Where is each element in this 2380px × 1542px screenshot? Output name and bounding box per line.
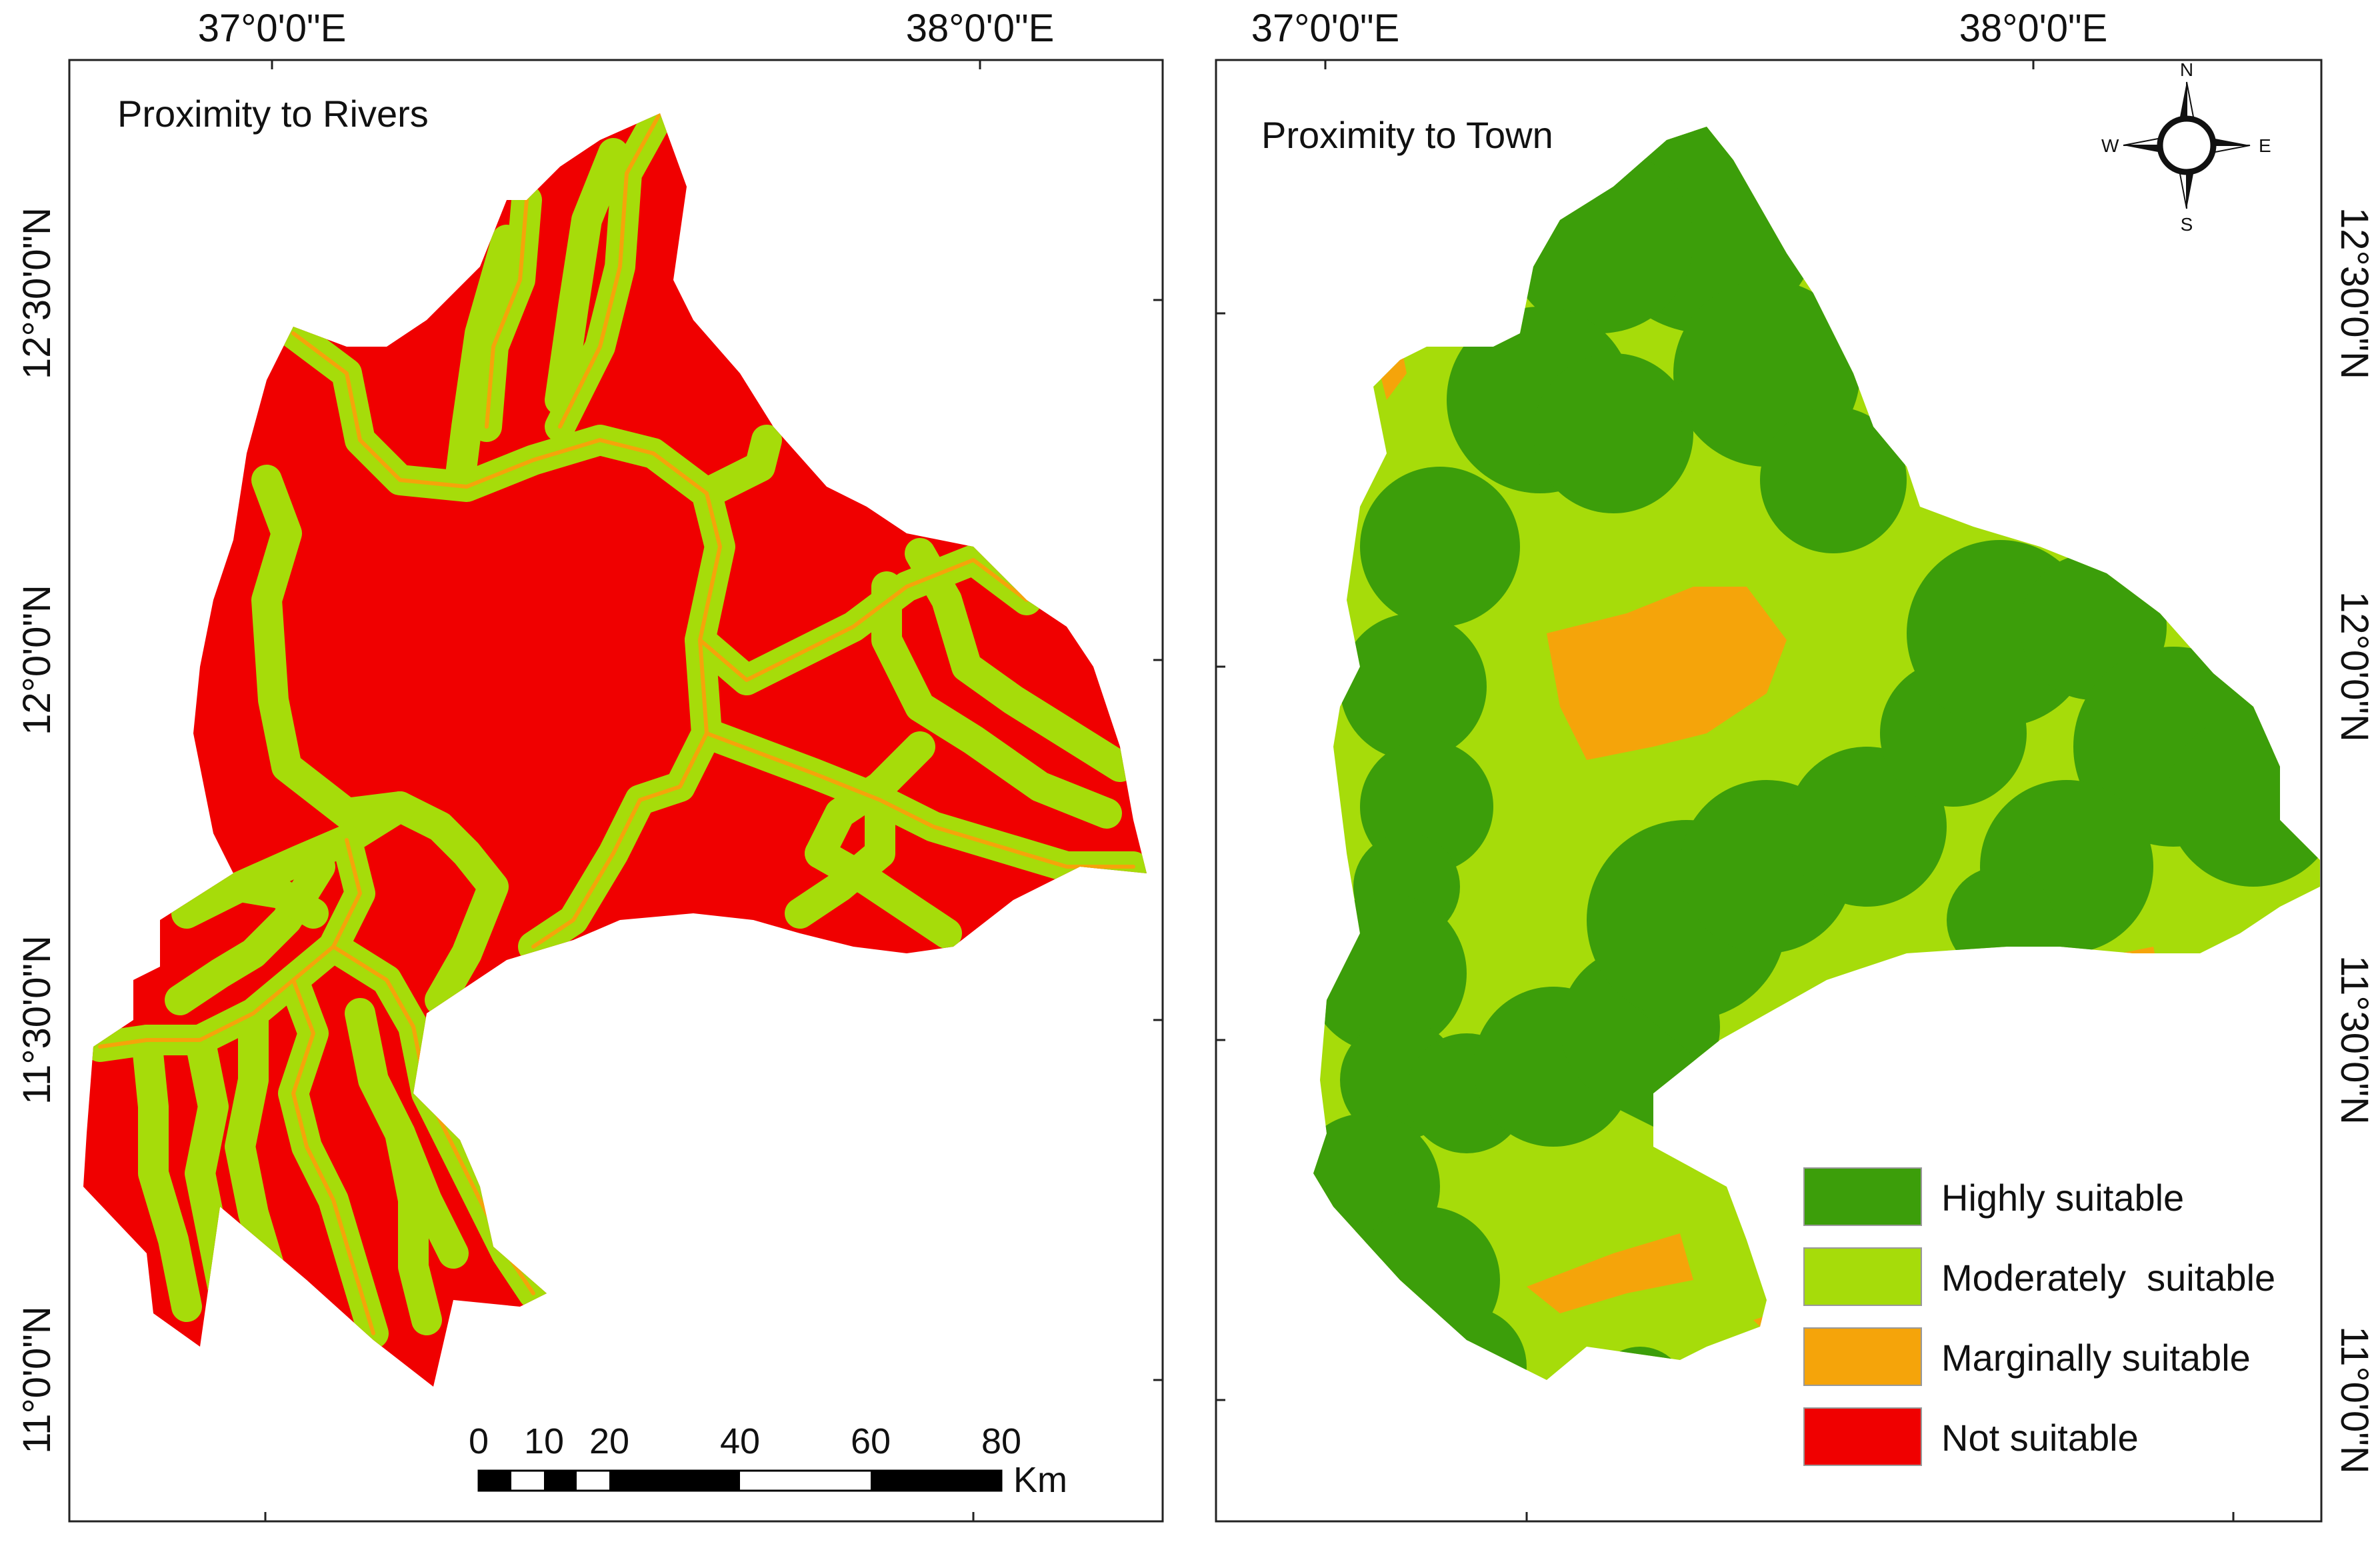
right-lat-label-1130: 11°30'0"N — [2333, 955, 2376, 1125]
scale-unit: Km — [1013, 1460, 1067, 1500]
compass-rose-icon: N S E W — [2101, 59, 2271, 235]
legend-item-not-suitable: Not suitable — [1803, 1407, 2139, 1466]
right-map-title: Proximity to Town — [1261, 114, 1553, 156]
scale-tick-40: 40 — [720, 1421, 760, 1461]
legend-item-moderately-suitable: Moderately suitable — [1803, 1247, 2275, 1306]
legend-label-moderately: Moderately suitable — [1941, 1257, 2275, 1299]
legend-label-marginally: Marginally suitable — [1941, 1337, 2251, 1379]
legend-label-highly: Highly suitable — [1941, 1177, 2184, 1219]
legend-swatch-not — [1803, 1407, 1922, 1466]
river-buffers — [85, 113, 1147, 1349]
scale-tick-80: 80 — [981, 1421, 1021, 1461]
scale-tick-10: 10 — [524, 1421, 564, 1461]
right-lat-label-1100: 11°0'0"N — [2333, 1326, 2376, 1473]
legend-item-highly-suitable: Highly suitable — [1803, 1167, 2184, 1226]
scale-tick-20: 20 — [589, 1421, 629, 1461]
left-lat-label-1230: 12°30'0"N — [15, 207, 59, 379]
compass-n: N — [2180, 59, 2193, 80]
left-map-title: Proximity to Rivers — [117, 93, 429, 135]
town-suitability-raster — [1313, 127, 2320, 1380]
compass-e: E — [2259, 135, 2271, 156]
scale-tick-60: 60 — [851, 1421, 891, 1461]
legend-label-not: Not suitable — [1941, 1417, 2139, 1459]
right-lon-label-37: 37°0'0"E — [1251, 7, 1400, 50]
left-lon-label-38: 38°0'0"E — [906, 7, 1055, 50]
compass-w: W — [2101, 135, 2119, 156]
left-map-panel: Proximity to Rivers 37°0'0"E 38°0'0"E 12… — [15, 7, 1164, 1523]
left-lat-label-1100: 11°0'0"N — [15, 1306, 59, 1453]
rivers-suitability-raster — [83, 113, 1147, 1387]
legend-swatch-moderately — [1803, 1247, 1922, 1306]
legend: Highly suitable Moderately suitable Marg… — [1803, 1167, 2275, 1466]
left-lat-label-1130: 11°30'0"N — [15, 935, 59, 1105]
scale-tick-0: 0 — [469, 1421, 489, 1461]
scale-bar: 0 10 20 40 60 80 Km — [469, 1421, 1067, 1500]
legend-swatch-highly — [1803, 1167, 1922, 1226]
compass-s: S — [2181, 214, 2193, 235]
left-lat-label-1200: 12°0'0"N — [15, 585, 59, 735]
legend-item-marginally-suitable: Marginally suitable — [1803, 1327, 2251, 1386]
right-lat-label-1200: 12°0'0"N — [2333, 591, 2376, 742]
right-lat-label-1230: 12°30'0"N — [2333, 207, 2376, 379]
right-map-panel: Proximity to Town 37°0'0"E 38°0'0"E 12°3… — [1215, 7, 2376, 1523]
legend-swatch-marginally — [1803, 1327, 1922, 1386]
left-lon-label-37: 37°0'0"E — [198, 7, 347, 50]
right-lon-label-38: 38°0'0"E — [1959, 7, 2108, 50]
